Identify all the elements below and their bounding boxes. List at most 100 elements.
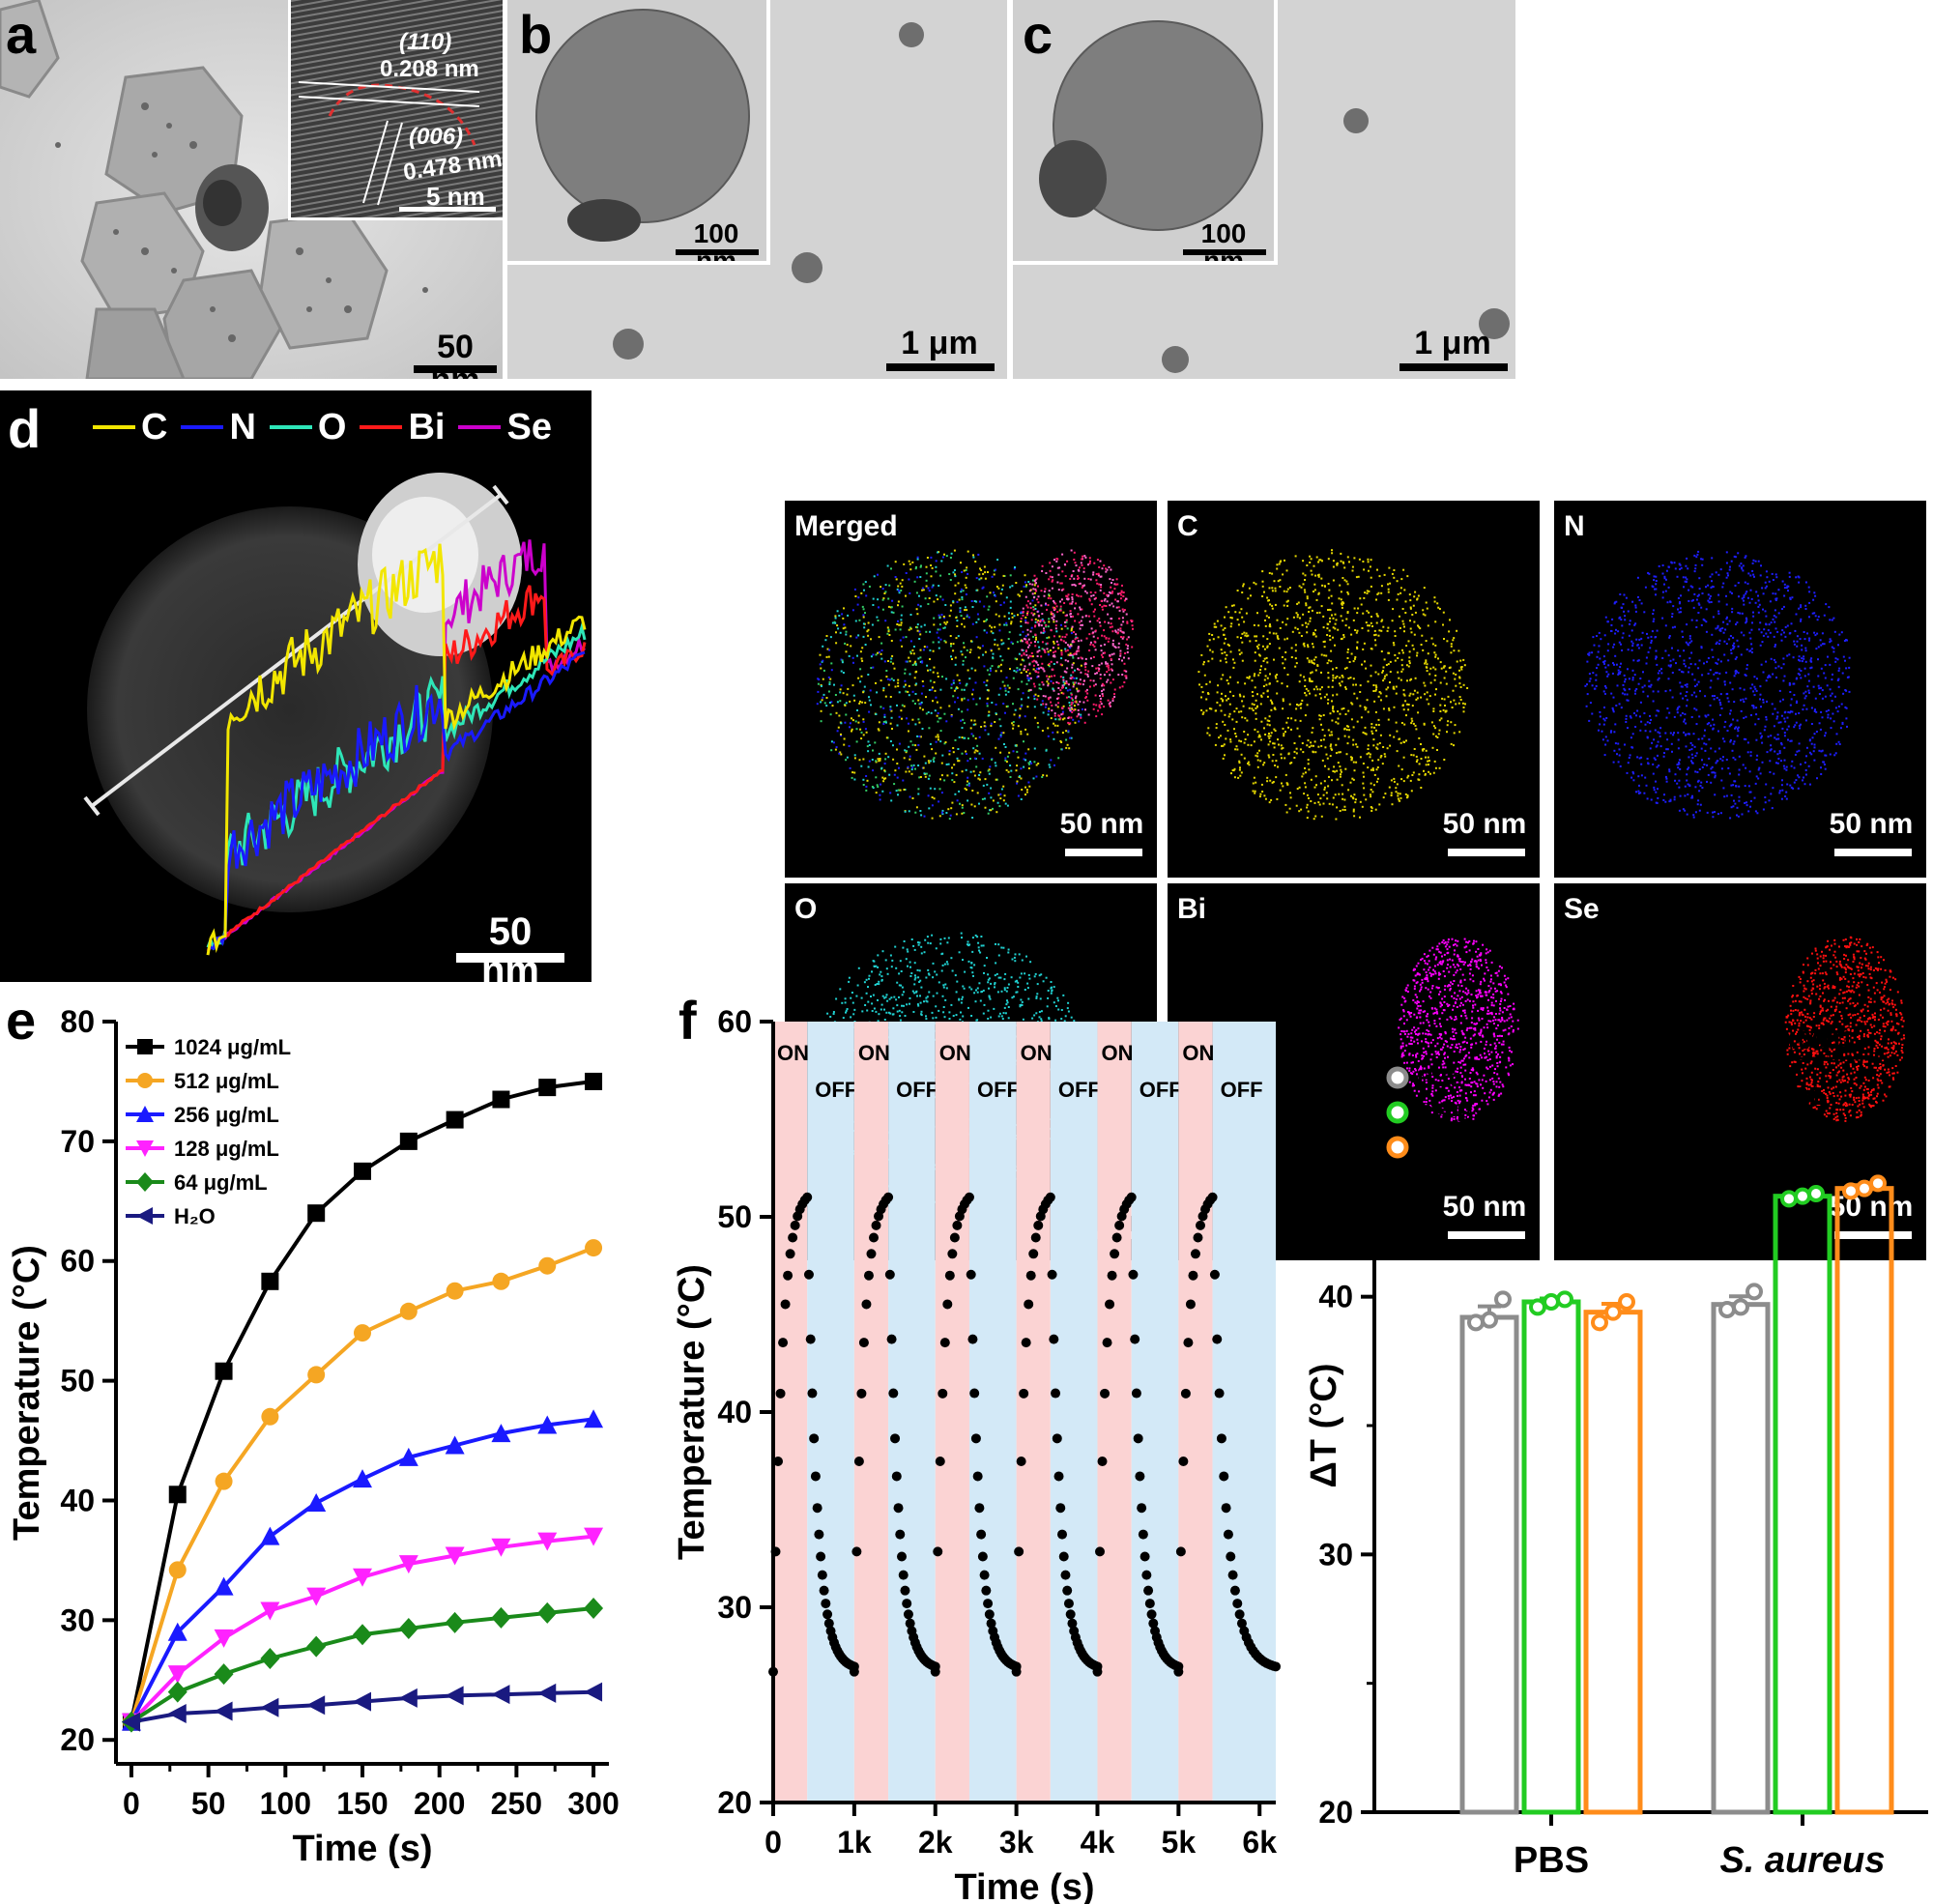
legend-label: CS-BSe <box>1417 1101 1502 1127</box>
panel-b-inset: 100 nm <box>507 0 770 265</box>
eds-map-se: Se 50 nm <box>1554 883 1926 1260</box>
data-point <box>1193 1232 1203 1243</box>
data-point <box>974 1503 985 1514</box>
legend-line <box>360 425 403 429</box>
legend-line <box>93 425 135 429</box>
legend-entry-o: O <box>269 407 346 448</box>
panel-d-scalebar-label: 50 nm <box>481 910 539 982</box>
legend-line <box>458 425 502 429</box>
legend-marker <box>1386 1066 1409 1089</box>
eds-map-n: N 50 nm <box>1554 501 1926 878</box>
data-point <box>1114 1220 1125 1230</box>
off-band <box>807 1022 854 1803</box>
data-point <box>167 1703 187 1723</box>
eds-map-c: C 50 nm <box>1168 501 1540 878</box>
replicate-point <box>1732 1298 1749 1316</box>
x-tick-label: S. aureus <box>1719 1840 1885 1881</box>
data-point <box>896 1551 907 1562</box>
data-point <box>805 1334 816 1344</box>
data-point <box>883 1192 894 1202</box>
data-point <box>1019 1388 1029 1399</box>
data-point <box>1016 1457 1026 1467</box>
data-point <box>788 1232 798 1243</box>
data-point <box>584 1527 604 1546</box>
y-tick-label: 40 <box>60 1483 95 1517</box>
data-point <box>354 1324 371 1342</box>
linescan-c <box>206 543 587 956</box>
legend-label: H₂O <box>174 1204 216 1228</box>
data-point <box>167 1665 188 1685</box>
d-spacing-0208-label: 0.208 nm <box>380 56 479 82</box>
data-point <box>353 1691 371 1712</box>
y-tick-label: 30 <box>60 1602 95 1637</box>
eds-map-dots <box>1398 938 1519 1122</box>
data-point <box>353 1624 372 1646</box>
data-point <box>445 1686 464 1706</box>
replicate-point <box>1591 1313 1608 1332</box>
data-point <box>1097 1457 1108 1467</box>
data-point <box>817 1570 827 1580</box>
data-point <box>790 1220 800 1230</box>
data-point <box>905 1618 915 1629</box>
data-point <box>537 1601 558 1624</box>
data-point <box>807 1388 818 1399</box>
eds-map-scalebar-label: 50 nm <box>1442 1191 1527 1223</box>
data-point <box>979 1570 990 1580</box>
data-point <box>168 1486 187 1504</box>
on-label: ON <box>1182 1041 1214 1065</box>
data-point <box>121 1712 140 1732</box>
data-point <box>136 1140 154 1157</box>
data-point <box>812 1503 822 1514</box>
linescan-bi <box>206 585 587 952</box>
eds-map-label: Se <box>1564 893 1600 925</box>
eds-map-scalebar-label: 50 nm <box>1442 808 1527 840</box>
data-point <box>944 1270 955 1281</box>
data-point <box>1138 1529 1148 1540</box>
legend-label: Se <box>506 406 552 447</box>
panel-c-inset-scalebar <box>1183 249 1266 255</box>
on-band <box>1097 1022 1132 1803</box>
data-point <box>585 1239 603 1257</box>
data-point <box>1049 1334 1059 1344</box>
replicate-point <box>1618 1293 1635 1311</box>
off-band <box>888 1022 936 1803</box>
x-tick-label: 0 <box>765 1825 782 1860</box>
data-point <box>1030 1232 1041 1243</box>
x-axis-label: Time (s) <box>954 1867 1094 1904</box>
data-point <box>981 1585 992 1596</box>
data-point <box>942 1299 953 1310</box>
off-label: OFF <box>896 1078 938 1102</box>
data-point <box>1232 1599 1243 1609</box>
panel-b-scalebar <box>886 363 995 371</box>
off-band <box>1050 1022 1098 1803</box>
panel-label-f: f <box>678 991 697 1051</box>
data-point <box>491 1538 511 1557</box>
data-point <box>168 1561 187 1579</box>
data-point <box>215 1362 233 1380</box>
data-point <box>849 1666 859 1677</box>
data-point <box>785 1249 795 1259</box>
legend-label: Bi <box>408 406 446 447</box>
inset-scalebar <box>399 207 496 212</box>
data-point <box>930 1666 940 1677</box>
data-point <box>1178 1457 1189 1467</box>
data-point <box>398 1555 418 1574</box>
data-point <box>884 1269 895 1280</box>
y-tick-label: 50 <box>60 1364 95 1399</box>
data-point <box>260 1647 280 1669</box>
data-point <box>768 1666 778 1677</box>
eds-map-dots <box>816 549 1134 821</box>
data-point <box>1110 1249 1120 1259</box>
data-point <box>260 1697 279 1717</box>
data-point <box>446 1282 464 1300</box>
x-tick-label: 1k <box>837 1825 872 1860</box>
data-point <box>445 1611 465 1633</box>
data-point <box>893 1503 904 1514</box>
legend-entry-c: C <box>93 407 167 448</box>
data-point <box>1025 1270 1036 1281</box>
x-tick-label: 50 <box>191 1786 226 1821</box>
replicate-point <box>1494 1290 1512 1309</box>
bar-dex-bse <box>1583 1310 1643 1815</box>
panel-c-scalebar-label: 1 μm <box>1414 325 1491 361</box>
data-point <box>261 1407 279 1426</box>
